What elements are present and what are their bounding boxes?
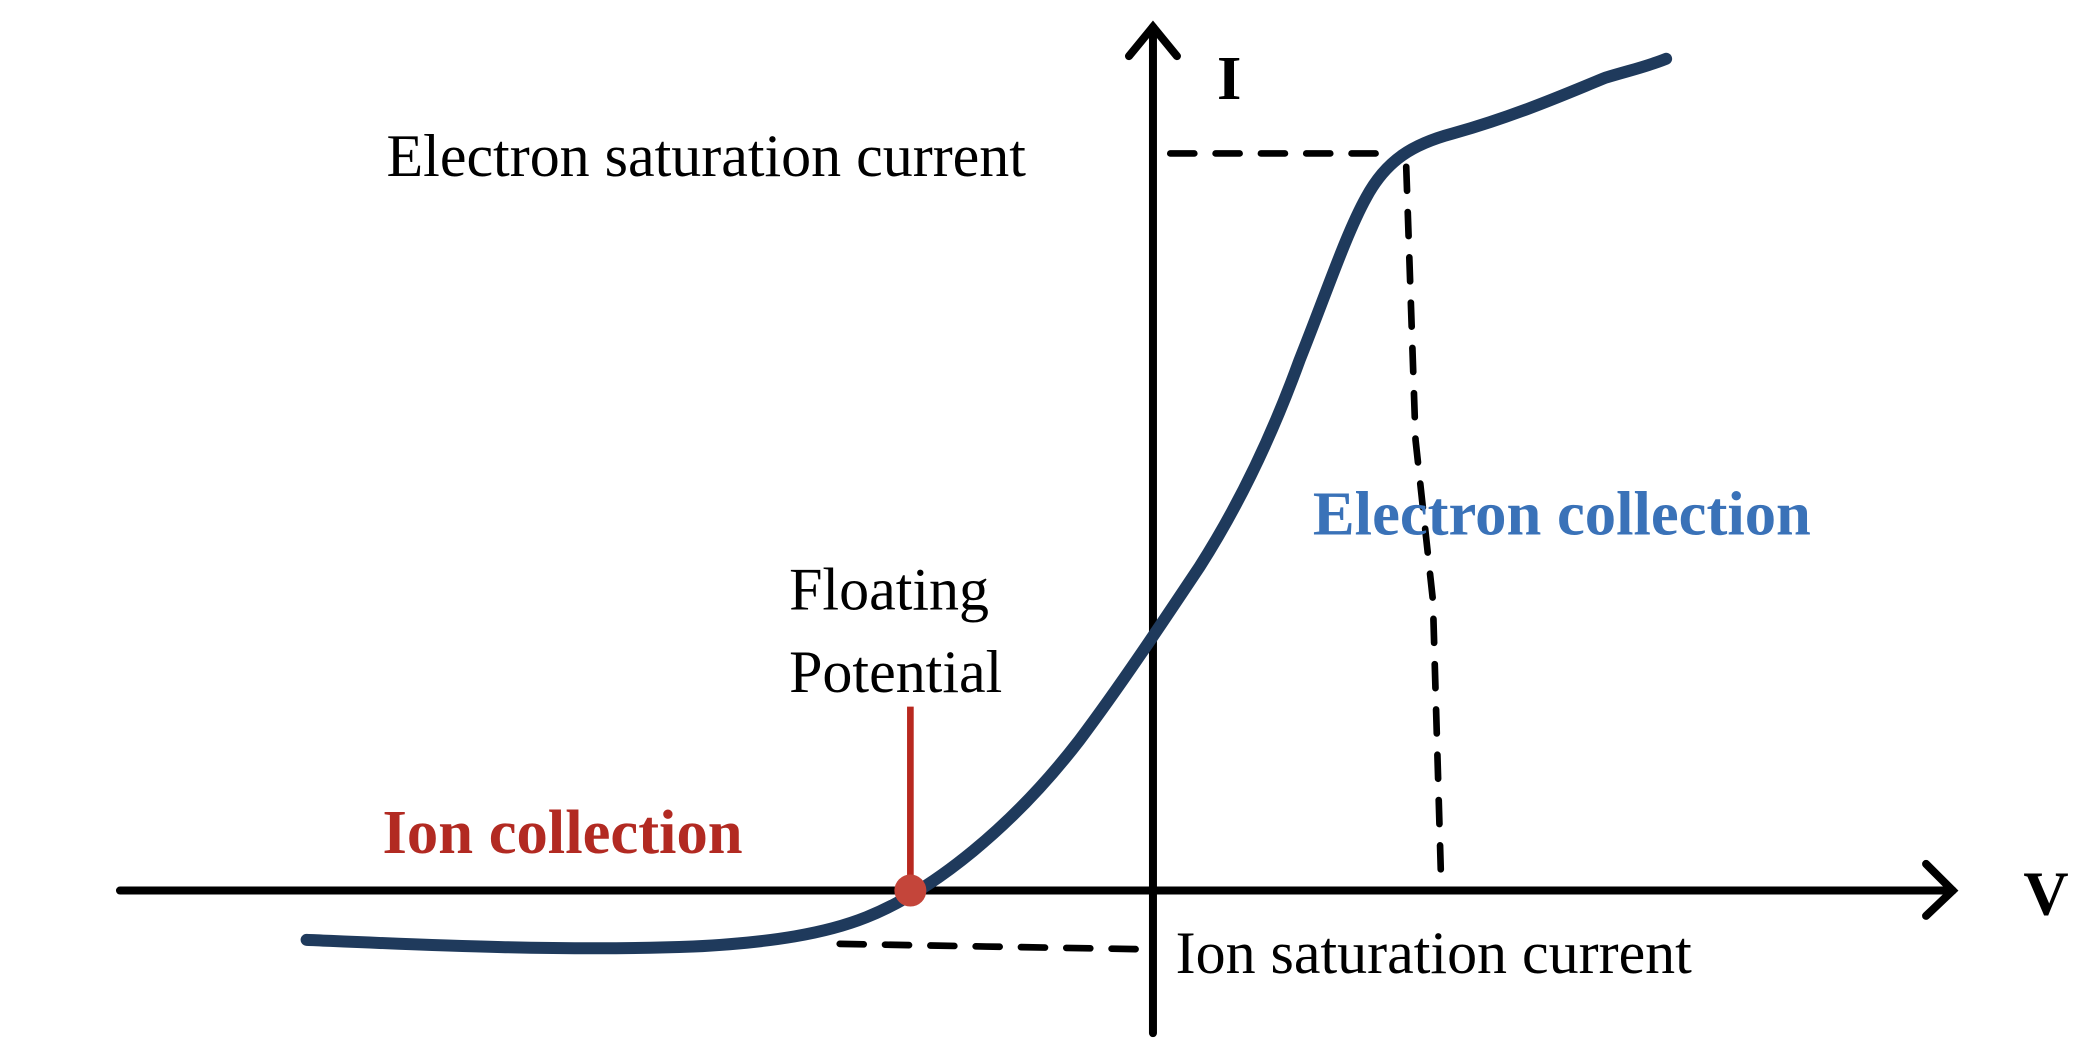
guides xyxy=(836,150,1445,953)
x-arrow xyxy=(1922,859,1959,920)
ion-collection-label: Ion collection xyxy=(383,797,743,867)
x-axis-label: V xyxy=(2023,859,2068,929)
y-arrow xyxy=(1124,20,1181,61)
floating-label: Potential xyxy=(789,639,1002,705)
ion-saturation-label: Ion saturation current xyxy=(1176,920,1693,986)
ion-saturation-guide xyxy=(836,940,1143,953)
knee-guide xyxy=(1402,163,1445,877)
floating-point xyxy=(894,874,927,907)
electron-saturation-label: Electron saturation current xyxy=(387,123,1027,189)
iv-curve xyxy=(300,52,1673,955)
axes xyxy=(115,20,1959,1038)
electron-collection-label: Electron collection xyxy=(1313,479,1811,549)
y-axis-label: I xyxy=(1217,43,1241,113)
floating-label: Floating xyxy=(789,556,989,622)
